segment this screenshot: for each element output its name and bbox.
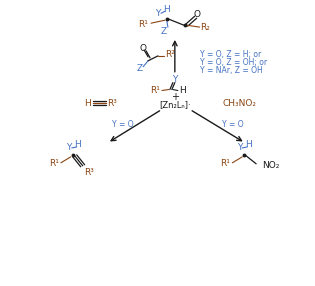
Text: Y: Y [155, 9, 161, 18]
Text: R¹: R¹ [220, 159, 230, 168]
Text: Y = O, Z = OH; or: Y = O, Z = OH; or [200, 58, 267, 67]
Text: Y = O, Z = H; or: Y = O, Z = H; or [200, 50, 261, 59]
Text: Y: Y [237, 144, 242, 152]
Text: R¹: R¹ [49, 159, 59, 168]
Text: Y = NAr, Z = OH: Y = NAr, Z = OH [200, 66, 262, 75]
Text: H: H [245, 140, 252, 150]
Text: Z: Z [161, 27, 167, 35]
Text: [Zn₂Lₙ]·: [Zn₂Lₙ]· [159, 100, 191, 109]
Text: H: H [84, 99, 91, 108]
Text: R₂: R₂ [201, 23, 210, 32]
Text: Y: Y [66, 144, 72, 152]
Text: R¹: R¹ [138, 20, 148, 29]
Text: R³: R³ [107, 99, 117, 108]
Text: O: O [140, 44, 146, 53]
Text: NO₂: NO₂ [262, 161, 279, 170]
Text: H: H [179, 86, 186, 95]
Text: R²: R² [165, 50, 175, 59]
Text: CH₃NO₂: CH₃NO₂ [222, 99, 256, 108]
Text: R¹: R¹ [150, 86, 160, 95]
Text: H: H [74, 140, 81, 150]
Text: R³: R³ [84, 168, 94, 177]
Text: +: + [171, 92, 179, 102]
Text: Z: Z [137, 64, 143, 73]
Text: Y: Y [172, 75, 178, 84]
Text: Y = O: Y = O [112, 120, 134, 129]
Text: H: H [163, 5, 170, 14]
Text: O: O [193, 10, 200, 19]
Text: Y = O: Y = O [221, 120, 243, 129]
